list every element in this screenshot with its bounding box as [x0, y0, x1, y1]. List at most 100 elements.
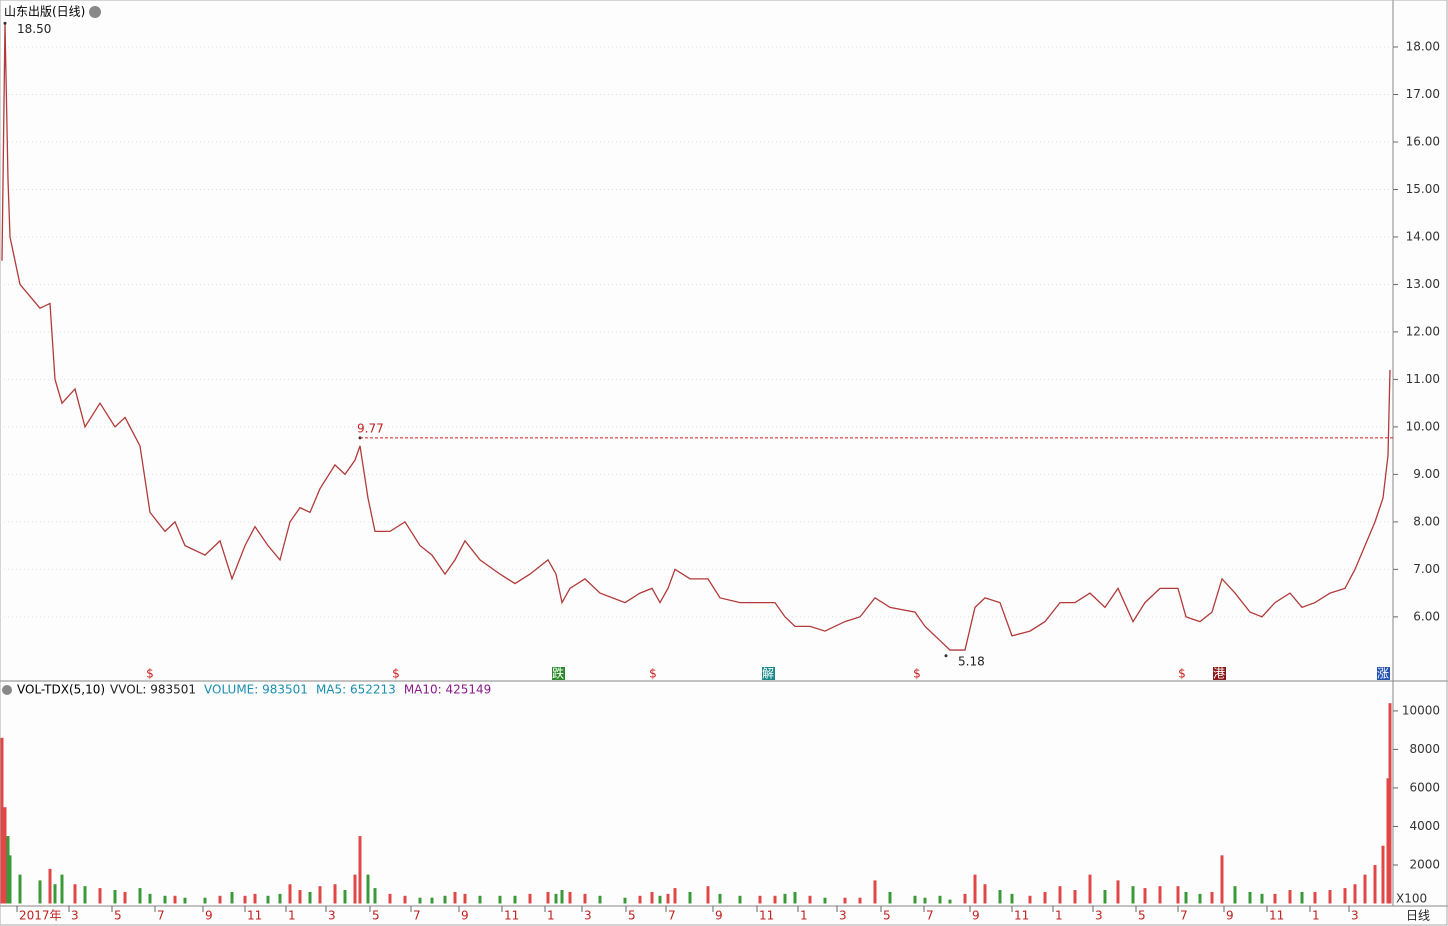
volume-bar: [1176, 886, 1180, 904]
volume-bar: [0, 737, 4, 904]
y-tick-label: 15.00: [1406, 182, 1440, 196]
volume-bar: [18, 874, 22, 904]
volume-bar: [1343, 888, 1347, 904]
volume-bar: [808, 895, 812, 904]
x-tick-label: 1: [288, 909, 296, 923]
y-tick-label: 16.00: [1406, 134, 1440, 148]
volume-bar: [60, 874, 64, 904]
annotation-point: [944, 654, 948, 658]
x-tick-label: 3: [1095, 909, 1103, 923]
y-tick-label: 8000: [1409, 742, 1440, 756]
volume-bar: [938, 895, 942, 904]
annotation-point: [3, 21, 7, 25]
volume-bar: [3, 807, 7, 904]
volume-bar: [243, 895, 247, 904]
x-tick-label: 1: [1055, 909, 1063, 923]
x-tick-label: 5: [1138, 909, 1146, 923]
volume-bar: [706, 886, 710, 904]
x-tick-label: 3: [328, 909, 336, 923]
volume-bar: [598, 895, 602, 904]
y-tick-label: 8.00: [1413, 514, 1440, 528]
volume-bar: [443, 895, 447, 904]
x-tick-label: 11: [1014, 909, 1029, 923]
vol-title: VOL-TDX(5,10): [17, 683, 105, 697]
event-label: 涨: [1377, 666, 1389, 681]
volume-bar: [658, 895, 662, 904]
volume-bar: [583, 893, 587, 904]
volume-bar: [1248, 891, 1252, 904]
x-tick-label: 3: [584, 909, 592, 923]
event-label: 跌: [552, 666, 564, 681]
volume-bar: [1373, 864, 1377, 904]
volume-bar: [183, 897, 187, 904]
volume-bar: [963, 893, 967, 904]
event-label: $: [1178, 667, 1186, 681]
chart-title: 山东出版(日线): [4, 5, 85, 19]
volume-bar: [373, 888, 377, 904]
volume-bar: [333, 884, 337, 904]
event-label: $: [392, 667, 400, 681]
x-tick-label: 2017年: [19, 909, 62, 923]
x-tick-label: 1: [800, 909, 808, 923]
y-tick-label: 10000: [1402, 703, 1440, 717]
x-tick-label: 5: [372, 909, 380, 923]
volume-bar: [48, 868, 52, 904]
title-menu[interactable]: [89, 6, 101, 18]
volume-bar: [793, 891, 797, 904]
event-badge: [762, 667, 775, 680]
x-tick-label: 3: [839, 909, 847, 923]
volume-bar: [8, 855, 12, 904]
x-tick-label: 7: [1180, 909, 1188, 923]
volume-bar: [1103, 890, 1107, 904]
volume-bar: [1353, 884, 1357, 904]
event-label: 解: [762, 667, 774, 681]
price-line: [1, 23, 1391, 651]
volume-bar: [998, 890, 1002, 904]
x-tick-label: 3: [1351, 909, 1359, 923]
volume-bar: [353, 874, 357, 904]
x-tick-label: 7: [926, 909, 934, 923]
volume-bar: [568, 891, 572, 904]
volume-bar: [1220, 855, 1224, 904]
volume-bar: [913, 895, 917, 904]
volume-bar: [38, 880, 42, 904]
volume-bar: [1010, 893, 1014, 904]
y-tick-label: 7.00: [1413, 562, 1440, 576]
volume-bar: [888, 891, 892, 904]
x-tick-label: 1: [547, 909, 555, 923]
volume-bar: [1158, 886, 1162, 904]
volume-bar: [1116, 880, 1120, 904]
volume-bar: [1328, 890, 1332, 904]
volume-bar: [278, 893, 282, 904]
x-tick-label: 11: [759, 909, 774, 923]
event-label: 港: [1213, 667, 1225, 681]
y-tick-label: 6000: [1409, 780, 1440, 794]
volume-bar: [163, 895, 167, 904]
volume-bar: [688, 891, 692, 904]
y-tick-label: 18.00: [1406, 40, 1440, 54]
volume-bar: [1388, 703, 1392, 904]
vol-menu[interactable]: [2, 685, 12, 695]
volume-bar: [298, 890, 302, 904]
y-tick-label: 11.00: [1406, 372, 1440, 386]
volume-bar: [366, 874, 370, 904]
volume-bar: [1363, 874, 1367, 904]
y-tick-label: 17.00: [1406, 87, 1440, 101]
volume-bar: [98, 888, 102, 904]
period-label: 日线: [1406, 909, 1430, 923]
volume-bar: [773, 895, 777, 904]
volume-bar: [843, 897, 847, 904]
volume-bar: [1088, 874, 1092, 904]
volume-bar: [1381, 845, 1385, 904]
volume-bar: [358, 836, 362, 904]
volume-bar: [498, 895, 502, 904]
volume-bar: [1143, 888, 1147, 904]
volume-bar: [873, 880, 877, 904]
legend-entry: VVOL: 983501: [110, 683, 196, 697]
y-tick-label: 14.00: [1406, 229, 1440, 243]
volume-bar: [858, 897, 862, 904]
event-badge: [552, 667, 565, 680]
volume-bar: [673, 888, 677, 904]
volume-bar: [666, 893, 670, 904]
